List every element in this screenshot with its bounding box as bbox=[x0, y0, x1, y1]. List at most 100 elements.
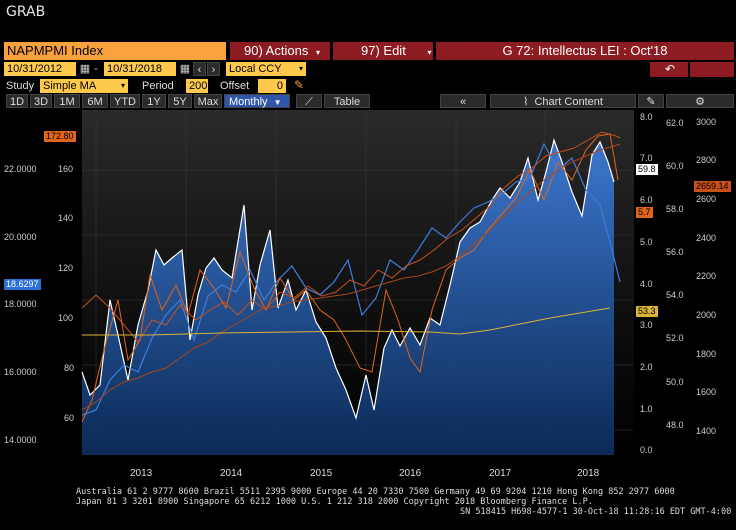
axis2-tick: 60 bbox=[64, 413, 75, 423]
footer-line-2: Japan 81 3 3201 8900 Singapore 65 6212 1… bbox=[76, 497, 593, 507]
period-1y-button[interactable]: 1Y bbox=[142, 94, 166, 108]
chart-content-button[interactable]: ⌇ Chart Content bbox=[490, 94, 636, 108]
ticker-field[interactable]: NAPMPMI Index bbox=[4, 42, 226, 60]
left-axis-tag: 18.6297 bbox=[4, 279, 41, 290]
axis5-tick: 1800 bbox=[696, 349, 717, 359]
axis4-tick: 50.0 bbox=[666, 377, 684, 387]
axis2-tick: 160 bbox=[58, 164, 74, 174]
start-date-field[interactable]: 10/31/2012 bbox=[4, 62, 76, 76]
area-chart-icon: ⌇ bbox=[523, 96, 529, 108]
left-axis-tick: 20.0000 bbox=[4, 232, 37, 242]
edit-chart-button[interactable]: ✎ bbox=[638, 94, 664, 108]
axis2-tick: 120 bbox=[58, 263, 74, 273]
x-axis-year: 2014 bbox=[220, 468, 243, 479]
axis5-tick: 2000 bbox=[696, 310, 717, 320]
axis4-tick: 56.0 bbox=[666, 247, 684, 257]
last-value-tag-red: 2659.14 bbox=[694, 181, 731, 192]
collapse-button[interactable]: « bbox=[440, 94, 486, 108]
axis5-tick: 2800 bbox=[696, 155, 717, 165]
prev-period-button[interactable]: ‹ bbox=[193, 62, 206, 76]
frequency-label: Monthly bbox=[229, 96, 268, 108]
chart-title-bar: G 72: Intellectus LEI : Oct'18 bbox=[436, 42, 734, 60]
calendar-icon[interactable]: ▦ bbox=[179, 63, 191, 75]
study-select[interactable]: Simple MA ▾ bbox=[40, 79, 128, 93]
period-label: Period bbox=[142, 80, 174, 92]
axis4-tick: 54.0 bbox=[666, 290, 684, 300]
axis5-tick: 2400 bbox=[696, 233, 717, 243]
axis3-tick: 2.0 bbox=[640, 362, 653, 372]
period-ytd-button[interactable]: YTD bbox=[110, 94, 140, 108]
axis3-tick: 6.0 bbox=[640, 195, 653, 205]
axis3-tick: 3.0 bbox=[640, 320, 653, 330]
last-value-tag-white: 59.8 bbox=[636, 164, 658, 175]
edit-menu[interactable]: 97) Edit ▾ bbox=[333, 42, 433, 60]
axis4-tick: 52.0 bbox=[666, 333, 684, 343]
period-1d-button[interactable]: 1D bbox=[6, 94, 28, 108]
study-label: Study bbox=[6, 80, 35, 92]
axis3-tick: 4.0 bbox=[640, 279, 653, 289]
dropdown-arrow-icon: ▼ bbox=[273, 98, 282, 107]
gear-icon: ⚙ bbox=[695, 96, 705, 108]
axis3-tick: 7.0 bbox=[640, 153, 653, 163]
undo-button[interactable]: ↶ bbox=[650, 62, 688, 77]
dropdown-arrow-icon: ▾ bbox=[298, 64, 303, 73]
pencil-icon[interactable]: ✎ bbox=[294, 78, 305, 92]
frequency-select[interactable]: Monthly ▼ bbox=[224, 94, 290, 108]
period-3d-button[interactable]: 3D bbox=[30, 94, 52, 108]
axis5-tick: 1600 bbox=[696, 387, 717, 397]
axis3-tick: 1.0 bbox=[640, 404, 653, 414]
period-6m-button[interactable]: 6M bbox=[82, 94, 108, 108]
chart-title: G 72: Intellectus LEI : Oct'18 bbox=[502, 43, 668, 58]
table-button[interactable]: Table bbox=[324, 94, 370, 108]
axis2-tick: 80 bbox=[64, 363, 75, 373]
last-value-tag-yellow: 53.3 bbox=[636, 306, 658, 317]
period-1m-button[interactable]: 1M bbox=[54, 94, 80, 108]
toolbar-spacer bbox=[690, 62, 734, 77]
dropdown-arrow-icon: ▾ bbox=[120, 81, 125, 90]
period-5y-button[interactable]: 5Y bbox=[168, 94, 192, 108]
dropdown-arrow-icon: ▾ bbox=[315, 48, 320, 57]
double-chevron-left-icon: « bbox=[459, 96, 467, 108]
x-axis-year: 2016 bbox=[399, 468, 422, 479]
currency-select[interactable]: Local CCY ▾ bbox=[226, 62, 306, 76]
line-chart-button[interactable]: ⟋ bbox=[296, 94, 322, 108]
axis5-tick: 2600 bbox=[696, 194, 717, 204]
calendar-icon[interactable]: ▦ bbox=[79, 63, 91, 75]
period-field[interactable]: 200 bbox=[186, 79, 208, 93]
actions-label: 90) Actions bbox=[244, 43, 309, 58]
blue-series-line bbox=[81, 142, 621, 416]
settings-button[interactable]: ⚙ bbox=[666, 94, 734, 108]
left-axis-tick: 18.0000 bbox=[4, 299, 37, 309]
axis4-tick: 58.0 bbox=[666, 204, 684, 214]
left-axis-tick: 14.0000 bbox=[4, 435, 37, 445]
end-date-field[interactable]: 10/31/2018 bbox=[104, 62, 176, 76]
line-chart-icon: ⟋ bbox=[305, 96, 313, 108]
x-axis-year: 2013 bbox=[130, 468, 153, 479]
axis3-tick: 8.0 bbox=[640, 112, 653, 122]
footer-line-3: SN 518415 H698-4577-1 30-Oct-18 11:28:16… bbox=[460, 507, 732, 517]
chevron-right-icon: › bbox=[211, 64, 216, 76]
actions-menu[interactable]: 90) Actions ▾ bbox=[230, 42, 330, 60]
undo-icon: ↶ bbox=[665, 62, 676, 76]
axis2-tick: 100 bbox=[58, 313, 74, 323]
moving-average-line bbox=[82, 307, 611, 336]
pmi-area bbox=[82, 140, 614, 455]
last-value-tag-orange: 5.7 bbox=[636, 207, 653, 218]
x-axis-year: 2015 bbox=[310, 468, 333, 479]
axis3-tick: 0.0 bbox=[640, 445, 653, 455]
ticker-label: NAPMPMI Index bbox=[7, 43, 104, 58]
x-axis-year: 2017 bbox=[489, 468, 512, 479]
period-max-button[interactable]: Max bbox=[194, 94, 222, 108]
chevron-left-icon: ‹ bbox=[197, 64, 202, 76]
chart-canvas bbox=[81, 110, 634, 455]
axis4-tick: 60.0 bbox=[666, 161, 684, 171]
orange-series-1-line bbox=[81, 133, 619, 423]
next-period-button[interactable]: › bbox=[207, 62, 220, 76]
study-type: Simple MA bbox=[43, 80, 97, 92]
axis5-tick: 3000 bbox=[696, 117, 717, 127]
offset-field[interactable]: 0 bbox=[258, 79, 286, 93]
footer-line-1: Australia 61 2 9777 8600 Brazil 5511 239… bbox=[76, 487, 675, 497]
left-axis-tick: 16.0000 bbox=[4, 367, 37, 377]
axis4-tick: 48.0 bbox=[666, 420, 684, 430]
x-axis-year: 2018 bbox=[577, 468, 600, 479]
